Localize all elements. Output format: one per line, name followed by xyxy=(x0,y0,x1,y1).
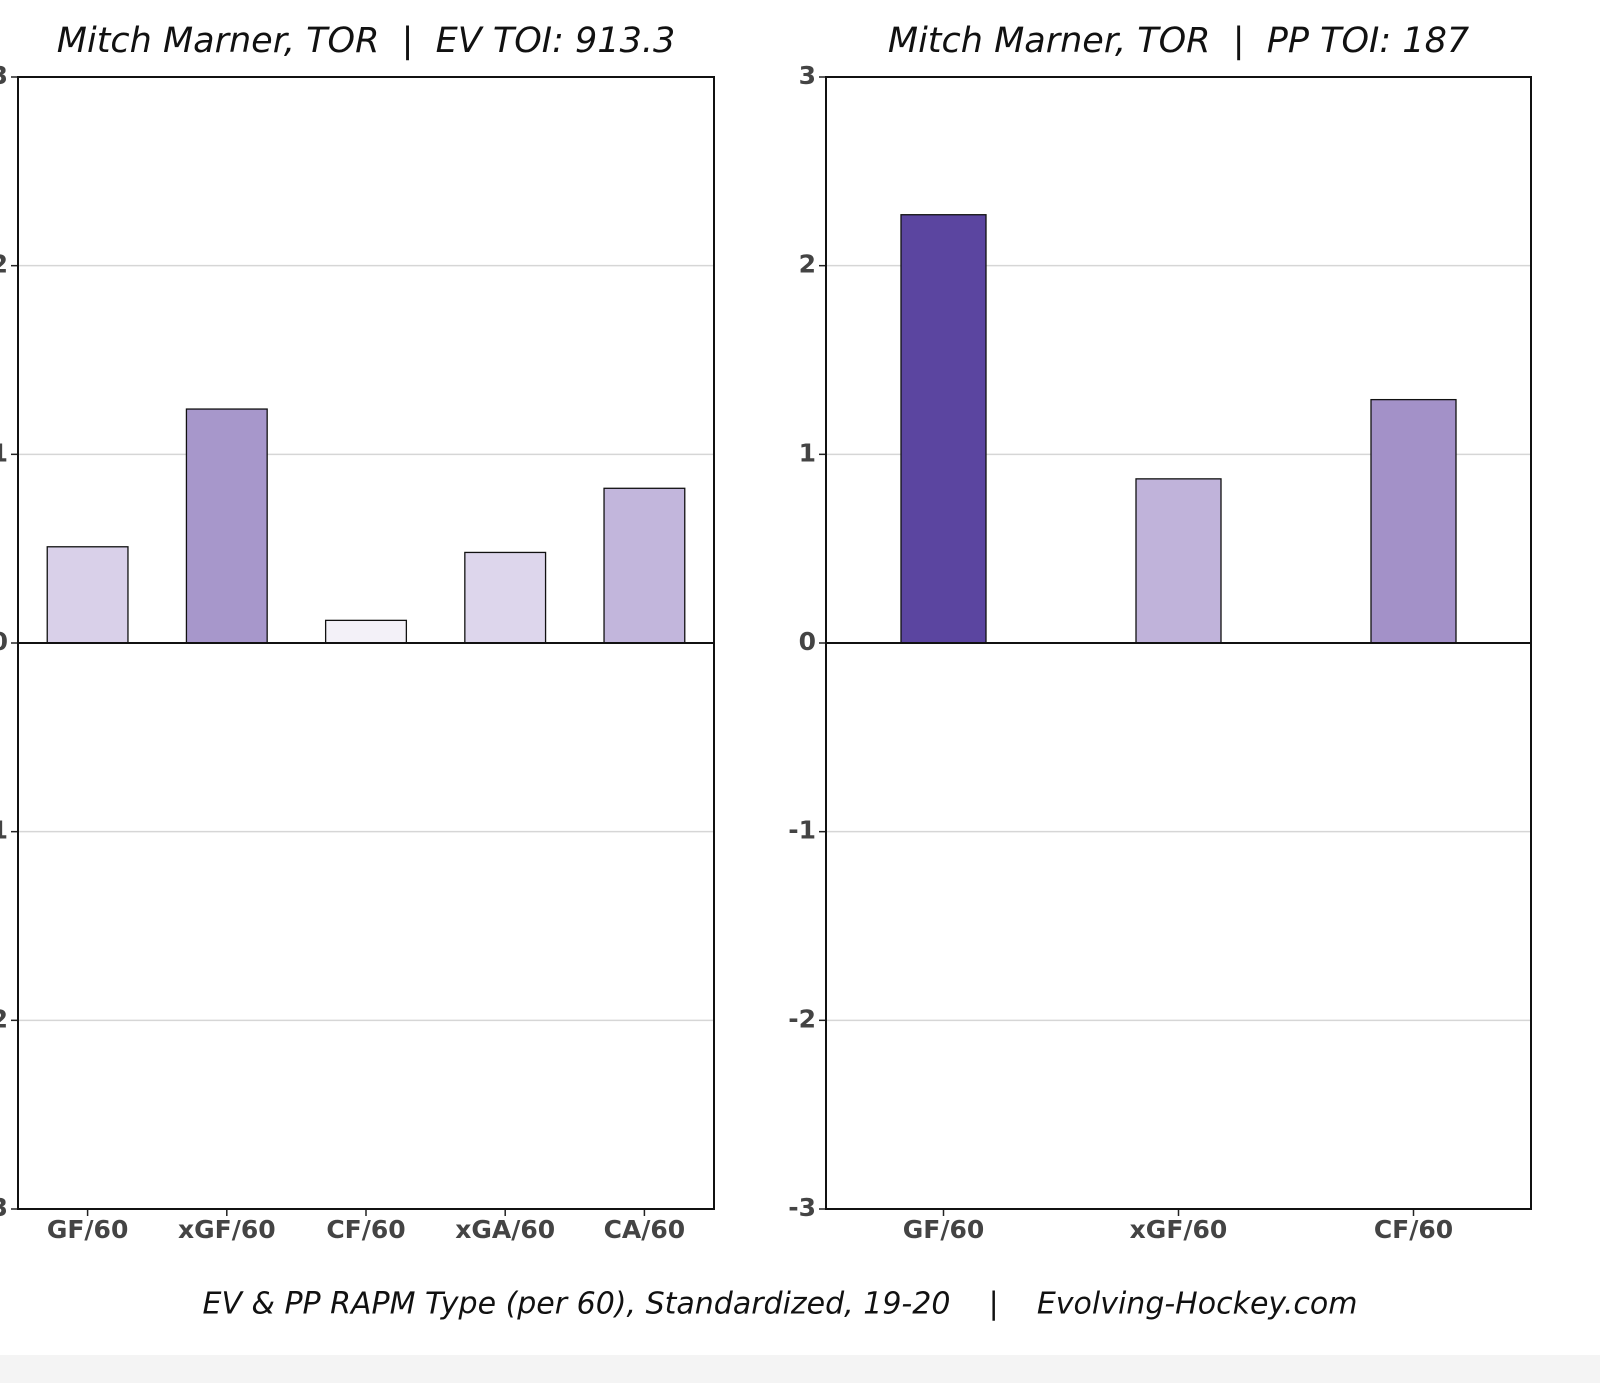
y-tick-label: 3 xyxy=(799,61,816,90)
y-tick-label: 2 xyxy=(799,250,816,279)
y-tick-label: 2 xyxy=(0,250,8,279)
chart-title: Mitch Marner, TOR | EV TOI: 913.3 xyxy=(57,21,675,61)
y-tick-label: -1 xyxy=(788,816,816,845)
bar xyxy=(46,546,129,644)
x-tick-label: GF/60 xyxy=(903,1215,985,1244)
plot-frame xyxy=(17,76,715,1210)
bar xyxy=(1370,398,1457,644)
x-tick-label: xGA/60 xyxy=(455,1215,555,1244)
chart-title: Mitch Marner, TOR | PP TOI: 187 xyxy=(888,21,1469,61)
bar xyxy=(464,551,547,644)
x-tick-label: CF/60 xyxy=(1374,1215,1453,1244)
x-tick-label: CF/60 xyxy=(326,1215,405,1244)
x-tick-label: CA/60 xyxy=(604,1215,686,1244)
y-tick-label: 0 xyxy=(799,627,816,656)
y-tick-label: -2 xyxy=(788,1004,816,1033)
y-tick-label: -1 xyxy=(0,816,8,845)
x-tick-label: GF/60 xyxy=(47,1215,129,1244)
bar xyxy=(603,487,686,644)
y-tick-label: 1 xyxy=(0,438,8,467)
x-tick-label: xGF/60 xyxy=(1130,1215,1228,1244)
y-tick-label: 1 xyxy=(799,438,816,467)
y-tick-label: 0 xyxy=(0,627,8,656)
plot-frame xyxy=(825,76,1532,1210)
y-tick-label: 3 xyxy=(0,61,8,90)
x-tick-label: xGF/60 xyxy=(178,1215,276,1244)
bar xyxy=(324,619,408,644)
y-tick-label: -3 xyxy=(0,1193,8,1222)
bar xyxy=(185,408,268,644)
bar xyxy=(1135,478,1222,644)
y-tick-label: -3 xyxy=(788,1193,816,1222)
y-tick-label: -2 xyxy=(0,1004,8,1033)
caption: EV & PP RAPM Type (per 60), Standardized… xyxy=(203,1287,1358,1322)
bar xyxy=(900,214,987,644)
bottom-band xyxy=(0,1355,1600,1383)
